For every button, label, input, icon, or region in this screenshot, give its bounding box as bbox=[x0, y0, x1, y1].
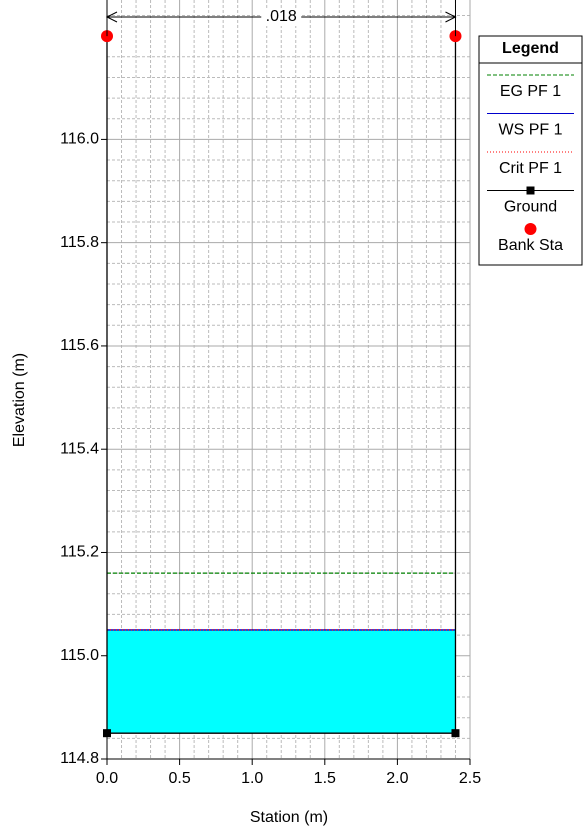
ground-point bbox=[451, 729, 460, 738]
x-tick-label: 0.5 bbox=[168, 770, 190, 787]
x-tick-label: 2.0 bbox=[386, 770, 408, 787]
y-tick-label: 116.0 bbox=[60, 131, 99, 148]
legend-marker bbox=[526, 186, 535, 195]
y-axis-label: Elevation (m) bbox=[11, 353, 28, 447]
y-tick-label: 115.6 bbox=[60, 337, 99, 354]
arrow-head bbox=[445, 11, 457, 23]
x-axis-label: Station (m) bbox=[250, 809, 328, 826]
annotation-text: .018 bbox=[266, 8, 297, 25]
legend-label: Ground bbox=[504, 199, 557, 216]
water-fill bbox=[107, 629, 456, 734]
series-line bbox=[106, 36, 457, 734]
y-tick-label: 115.4 bbox=[60, 440, 99, 457]
legend-label: Bank Sta bbox=[498, 237, 563, 254]
x-tick-label: 1.0 bbox=[241, 770, 263, 787]
y-tick-label: 114.8 bbox=[60, 750, 99, 767]
annotation-bg bbox=[261, 8, 302, 26]
y-tick-label: 115.8 bbox=[60, 234, 99, 251]
arrow-head bbox=[105, 11, 118, 23]
x-tick-label: 1.5 bbox=[314, 770, 336, 787]
legend-label: Crit PF 1 bbox=[499, 160, 562, 177]
y-tick-label: 115.0 bbox=[60, 647, 99, 664]
x-tick-label: 0.0 bbox=[96, 770, 118, 787]
legend-label: EG PF 1 bbox=[500, 83, 561, 100]
legend-marker bbox=[524, 223, 537, 235]
legend-title: Legend bbox=[502, 40, 559, 57]
x-tick-label: 2.5 bbox=[459, 770, 481, 787]
ground-point bbox=[103, 729, 111, 738]
legend-label: WS PF 1 bbox=[498, 122, 562, 139]
y-tick-label: 115.2 bbox=[60, 544, 99, 561]
legend: Legend EG PF 1 WS PF 1 Crit PF 1 Ground Bank … bbox=[478, 35, 583, 266]
